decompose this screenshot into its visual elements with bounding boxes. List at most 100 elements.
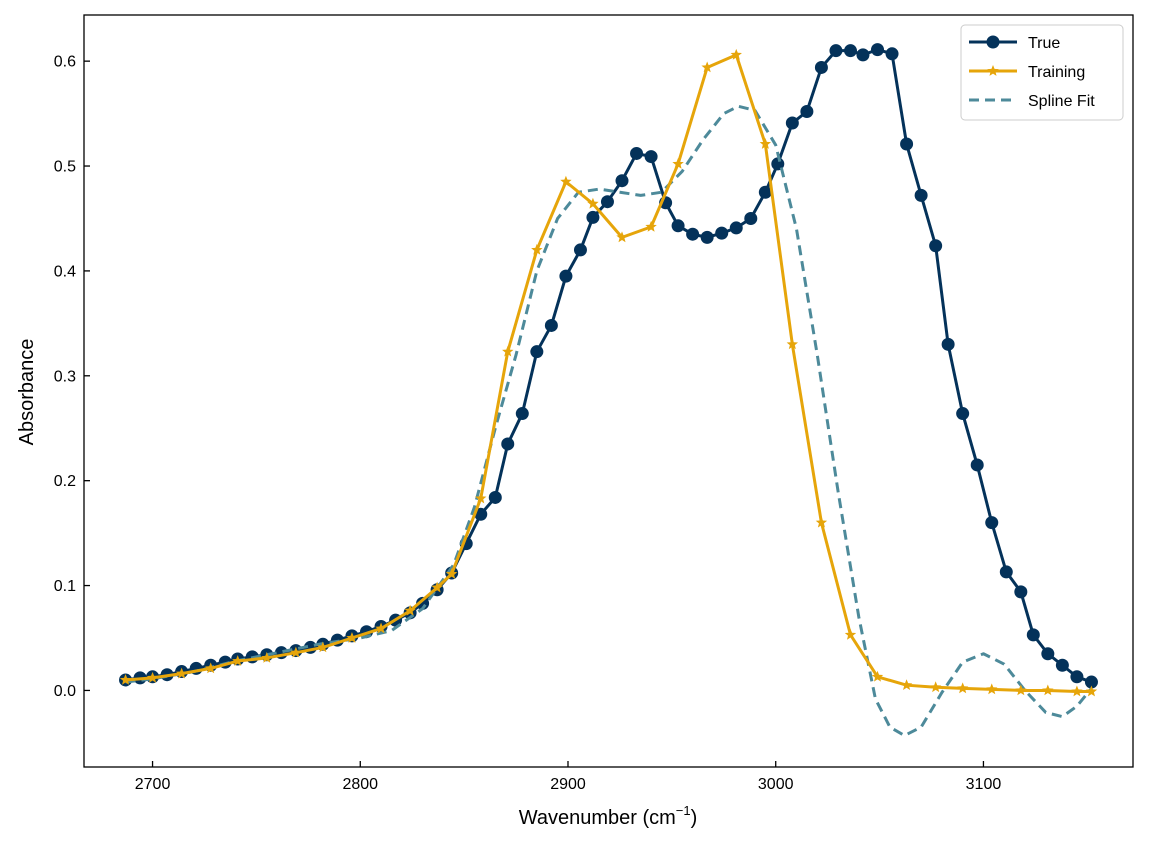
data-point [744,211,758,225]
data-point [587,197,599,209]
data-point [175,667,188,679]
data-point [900,137,914,151]
x-axis-label-close: ) [691,807,698,829]
data-point [600,195,614,209]
data-point [559,269,573,283]
x-axis-label-text: Wavenumber (cm [519,807,676,829]
data-point [531,243,543,255]
data-point [573,243,587,257]
data-point [501,437,515,451]
data-point [701,61,713,73]
x-tick-label: 2700 [135,776,171,793]
legend-label: Training [1028,64,1085,81]
plot-frame [83,14,1134,768]
data-point [1055,658,1069,672]
data-point [843,44,857,58]
data-point [586,210,600,224]
data-point [715,226,729,240]
data-point [941,337,955,351]
legend-item-training: Training [969,64,1085,81]
legend-item-true: True [969,35,1060,52]
data-point [290,646,302,658]
data-point [786,338,799,350]
data-point [616,231,628,243]
data-point [560,175,572,187]
data-point [1070,670,1084,684]
data-point [700,230,714,244]
data-point [929,239,943,253]
data-point [404,604,416,616]
data-point [544,318,558,332]
data-point [956,682,969,694]
data-point [686,227,700,241]
data-point [205,662,217,674]
data-point [644,150,658,164]
y-tick-label: 0.4 [54,263,76,280]
data-point [1014,585,1028,599]
series-true [119,43,1098,689]
data-point [1042,684,1054,696]
data-point [758,185,772,199]
data-point [829,44,843,58]
data-point [1071,685,1083,697]
y-axis-label: Absorbance [16,339,38,446]
x-tick-label: 3100 [966,776,1002,793]
data-point [900,679,913,691]
data-point [956,407,970,421]
data-point [844,628,857,640]
series-line [125,48,1092,684]
x-axis-label-superscript: −1 [676,803,691,818]
x-tick-label: 2900 [550,776,586,793]
data-point [1041,647,1055,661]
data-point [856,48,870,62]
y-tick-label: 0.5 [54,159,76,176]
data-point [645,220,657,232]
data-point [445,568,458,579]
data-point [871,43,885,57]
data-point [986,683,998,695]
y-tick-label: 0.1 [54,578,76,595]
legend-item-spline-fit: Spline Fit [969,93,1095,110]
legend: True Training Spline Fit [960,24,1124,121]
x-axis-label: Wavenumber (cm−1) [519,803,698,829]
data-point [375,622,387,634]
data-point [815,516,828,528]
data-point [671,219,685,233]
data-point [317,641,329,653]
legend-label: True [1028,35,1060,52]
data-point [672,157,684,169]
data-point [800,104,814,118]
data-point [515,407,529,421]
data-point [232,655,244,666]
legend-box [960,24,1124,121]
data-point [475,492,487,504]
series-training [119,48,1098,697]
data-point [929,681,942,693]
data-point [502,345,514,357]
plot-area [119,43,1098,738]
data-point [119,673,132,685]
data-point [261,651,273,663]
data-point [346,632,358,643]
data-point [985,516,999,530]
legend-label: Spline Fit [1028,93,1095,110]
data-point [785,116,799,130]
y-tick-label: 0.3 [54,368,76,385]
data-point [1085,685,1098,697]
data-point [814,60,828,74]
data-point [871,670,884,682]
y-tick-label: 0.6 [54,54,76,71]
data-point [431,581,443,593]
data-point [146,671,159,683]
data-point [530,345,544,359]
data-point [759,138,772,149]
data-point [1026,628,1040,642]
x-tick-label: 2800 [342,776,378,793]
legend-marker [987,65,999,76]
data-point [730,48,742,60]
x-tick-label: 3000 [758,776,794,793]
series-line [125,53,1092,693]
data-point [1015,684,1027,696]
series-layer [119,43,1098,738]
